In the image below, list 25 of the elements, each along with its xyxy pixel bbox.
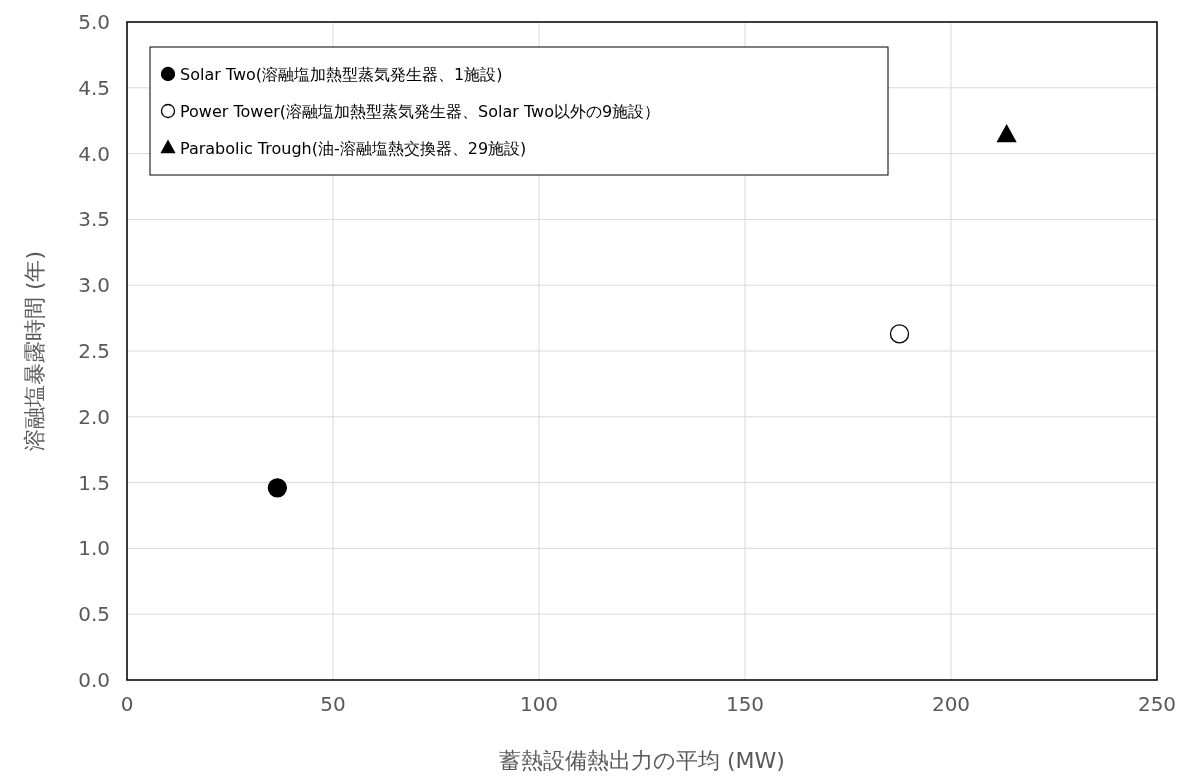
y-tick-label: 4.5 — [78, 75, 110, 100]
point — [267, 478, 288, 498]
legend-label: Parabolic Trough(油-溶融塩熱交換器、29施設) — [180, 139, 527, 158]
x-tick-label: 50 — [320, 692, 346, 716]
x-tick-label: 250 — [1137, 692, 1177, 716]
legend-label: Solar Two(溶融塩加熱型蒸気発生器、1施設) — [180, 65, 503, 84]
y-tick-label: 3.5 — [78, 207, 110, 232]
x-tick-label: 100 — [519, 692, 559, 716]
x-tick-label: 0 — [120, 692, 134, 716]
x-tick-label: 200 — [931, 692, 971, 716]
y-tick-label: 0.0 — [78, 668, 110, 692]
y-tick-label: 2.0 — [78, 404, 110, 429]
y-tick-label: 1.0 — [78, 536, 110, 561]
point — [996, 124, 1017, 143]
x-axis-title: 蓄熱設備熱出力の平均 (MW) — [499, 748, 785, 773]
y-tick-label: 5.0 — [78, 10, 110, 34]
y-tick-label: 1.5 — [78, 470, 110, 495]
y-tick-label: 4.0 — [78, 141, 110, 166]
y-axis-title: 溶融塩暴露時間 (年) — [22, 250, 47, 452]
x-tick-label: 150 — [725, 692, 765, 716]
legend-label: Power Tower(溶融塩加熱型蒸気発生器、Solar Two以外の9施設） — [180, 102, 661, 121]
y-tick-label: 0.5 — [78, 602, 110, 627]
point — [889, 324, 910, 344]
y-tick-label: 2.5 — [78, 339, 110, 363]
y-tick-label: 3.0 — [78, 273, 110, 298]
